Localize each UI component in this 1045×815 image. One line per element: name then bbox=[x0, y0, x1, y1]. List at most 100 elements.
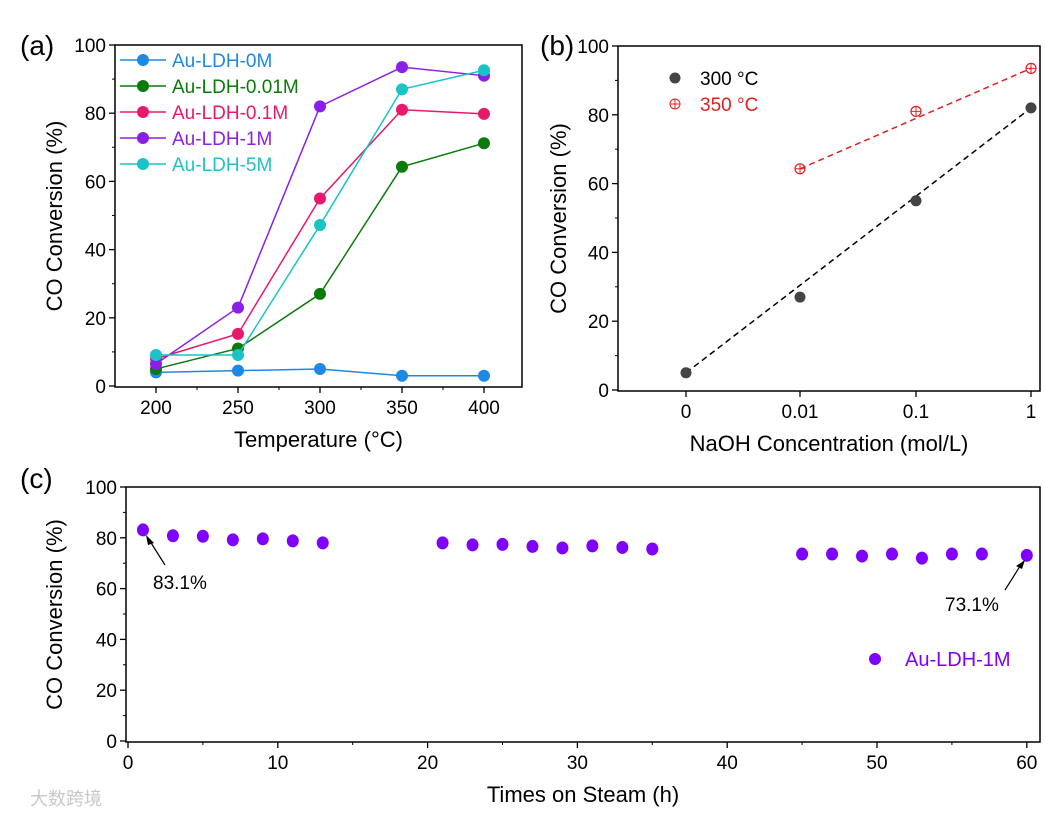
data-point bbox=[396, 103, 408, 116]
x-tick-label: 20 bbox=[417, 753, 438, 774]
arrow-head bbox=[146, 535, 154, 545]
data-point bbox=[478, 137, 490, 150]
data-point bbox=[226, 533, 239, 547]
legend-marker-300 bbox=[669, 72, 681, 84]
data-point-300 bbox=[1025, 102, 1037, 114]
data-point bbox=[196, 529, 209, 543]
y-tick-label: 80 bbox=[588, 106, 609, 127]
data-point bbox=[314, 192, 326, 205]
watermark: 大数跨境 bbox=[30, 789, 102, 809]
x-tick-label: 1 bbox=[1026, 402, 1037, 423]
panel-label: (a) bbox=[20, 30, 54, 61]
data-point bbox=[586, 539, 599, 553]
data-point bbox=[436, 536, 449, 550]
arrow-head bbox=[1016, 560, 1025, 569]
panel-label: (c) bbox=[20, 463, 53, 494]
x-tick-label: 0.01 bbox=[782, 402, 819, 423]
x-axis-label: Temperature (°C) bbox=[234, 427, 403, 452]
data-point bbox=[466, 538, 479, 552]
data-point bbox=[314, 362, 326, 375]
y-tick-label: 40 bbox=[588, 243, 609, 264]
legend-label-350: 350 °C bbox=[700, 95, 758, 116]
legend-marker bbox=[137, 132, 149, 144]
legend-marker bbox=[137, 54, 149, 66]
data-point bbox=[232, 364, 244, 377]
data-point bbox=[478, 64, 490, 77]
x-tick-label: 10 bbox=[267, 753, 288, 774]
data-point bbox=[314, 287, 326, 300]
x-tick-label: 200 bbox=[140, 398, 172, 419]
legend-label: Au-LDH-1M bbox=[905, 649, 1011, 671]
data-point bbox=[136, 523, 149, 537]
data-point bbox=[478, 107, 490, 120]
data-point bbox=[150, 348, 162, 361]
data-point bbox=[915, 551, 928, 565]
data-point bbox=[885, 547, 898, 561]
data-point bbox=[314, 219, 326, 232]
data-point bbox=[232, 348, 244, 361]
data-point bbox=[314, 100, 326, 113]
y-tick-label: 40 bbox=[96, 630, 117, 651]
x-tick-label: 30 bbox=[567, 753, 588, 774]
legend-marker bbox=[137, 80, 149, 92]
y-tick-label: 100 bbox=[577, 37, 609, 58]
legend-label-300: 300 °C bbox=[700, 69, 758, 90]
y-axis-label: CO Conversion (%) bbox=[42, 519, 67, 710]
data-point bbox=[232, 327, 244, 340]
data-point-300 bbox=[794, 291, 806, 303]
legend-label: Au-LDH-1M bbox=[172, 129, 272, 150]
y-tick-label: 0 bbox=[95, 377, 106, 398]
data-point bbox=[826, 547, 839, 561]
data-point bbox=[526, 539, 539, 553]
y-tick-label: 40 bbox=[85, 241, 106, 262]
data-point bbox=[316, 536, 329, 550]
y-tick-label: 0 bbox=[106, 732, 117, 753]
x-tick-label: 0 bbox=[681, 402, 692, 423]
trend-line-300 bbox=[685, 107, 1032, 374]
y-tick-label: 60 bbox=[85, 172, 106, 193]
legend-marker bbox=[869, 653, 881, 665]
y-tick-label: 100 bbox=[74, 36, 106, 57]
y-tick-label: 20 bbox=[588, 312, 609, 333]
annotation-label: 83.1% bbox=[153, 573, 207, 594]
data-point bbox=[1020, 548, 1033, 562]
data-point bbox=[616, 540, 629, 554]
y-tick-label: 20 bbox=[96, 681, 117, 702]
y-tick-label: 0 bbox=[598, 381, 609, 402]
data-point bbox=[478, 369, 490, 382]
x-axis-label: NaOH Concentration (mol/L) bbox=[690, 431, 969, 456]
trend-line-350 bbox=[799, 67, 1032, 170]
y-tick-label: 80 bbox=[96, 529, 117, 550]
y-axis-label: CO Conversion (%) bbox=[546, 123, 571, 314]
legend-label: Au-LDH-5M bbox=[172, 155, 272, 176]
legend-marker bbox=[137, 158, 149, 170]
data-point bbox=[945, 547, 958, 561]
y-tick-label: 100 bbox=[85, 478, 117, 499]
data-point bbox=[256, 532, 269, 546]
x-tick-label: 300 bbox=[304, 398, 336, 419]
x-tick-label: 60 bbox=[1016, 753, 1037, 774]
data-point bbox=[796, 547, 809, 561]
data-point bbox=[286, 534, 299, 548]
x-tick-label: 250 bbox=[222, 398, 254, 419]
legend-label: Au-LDH-0M bbox=[172, 51, 272, 72]
y-tick-label: 20 bbox=[85, 309, 106, 330]
plot-frame bbox=[125, 486, 1041, 743]
x-tick-label: 0.1 bbox=[903, 402, 929, 423]
data-point bbox=[646, 542, 659, 556]
data-point bbox=[556, 541, 569, 555]
x-tick-label: 40 bbox=[717, 753, 738, 774]
y-tick-label: 60 bbox=[96, 580, 117, 601]
x-axis-label: Times on Steam (h) bbox=[487, 782, 679, 807]
data-point bbox=[150, 357, 162, 370]
data-point bbox=[396, 83, 408, 96]
y-tick-label: 80 bbox=[85, 104, 106, 125]
annotation-label: 73.1% bbox=[945, 595, 999, 616]
series-line bbox=[155, 142, 485, 370]
x-tick-label: 50 bbox=[866, 753, 887, 774]
x-tick-label: 400 bbox=[468, 398, 500, 419]
legend-label: Au-LDH-0.01M bbox=[172, 77, 299, 98]
data-point bbox=[396, 160, 408, 173]
